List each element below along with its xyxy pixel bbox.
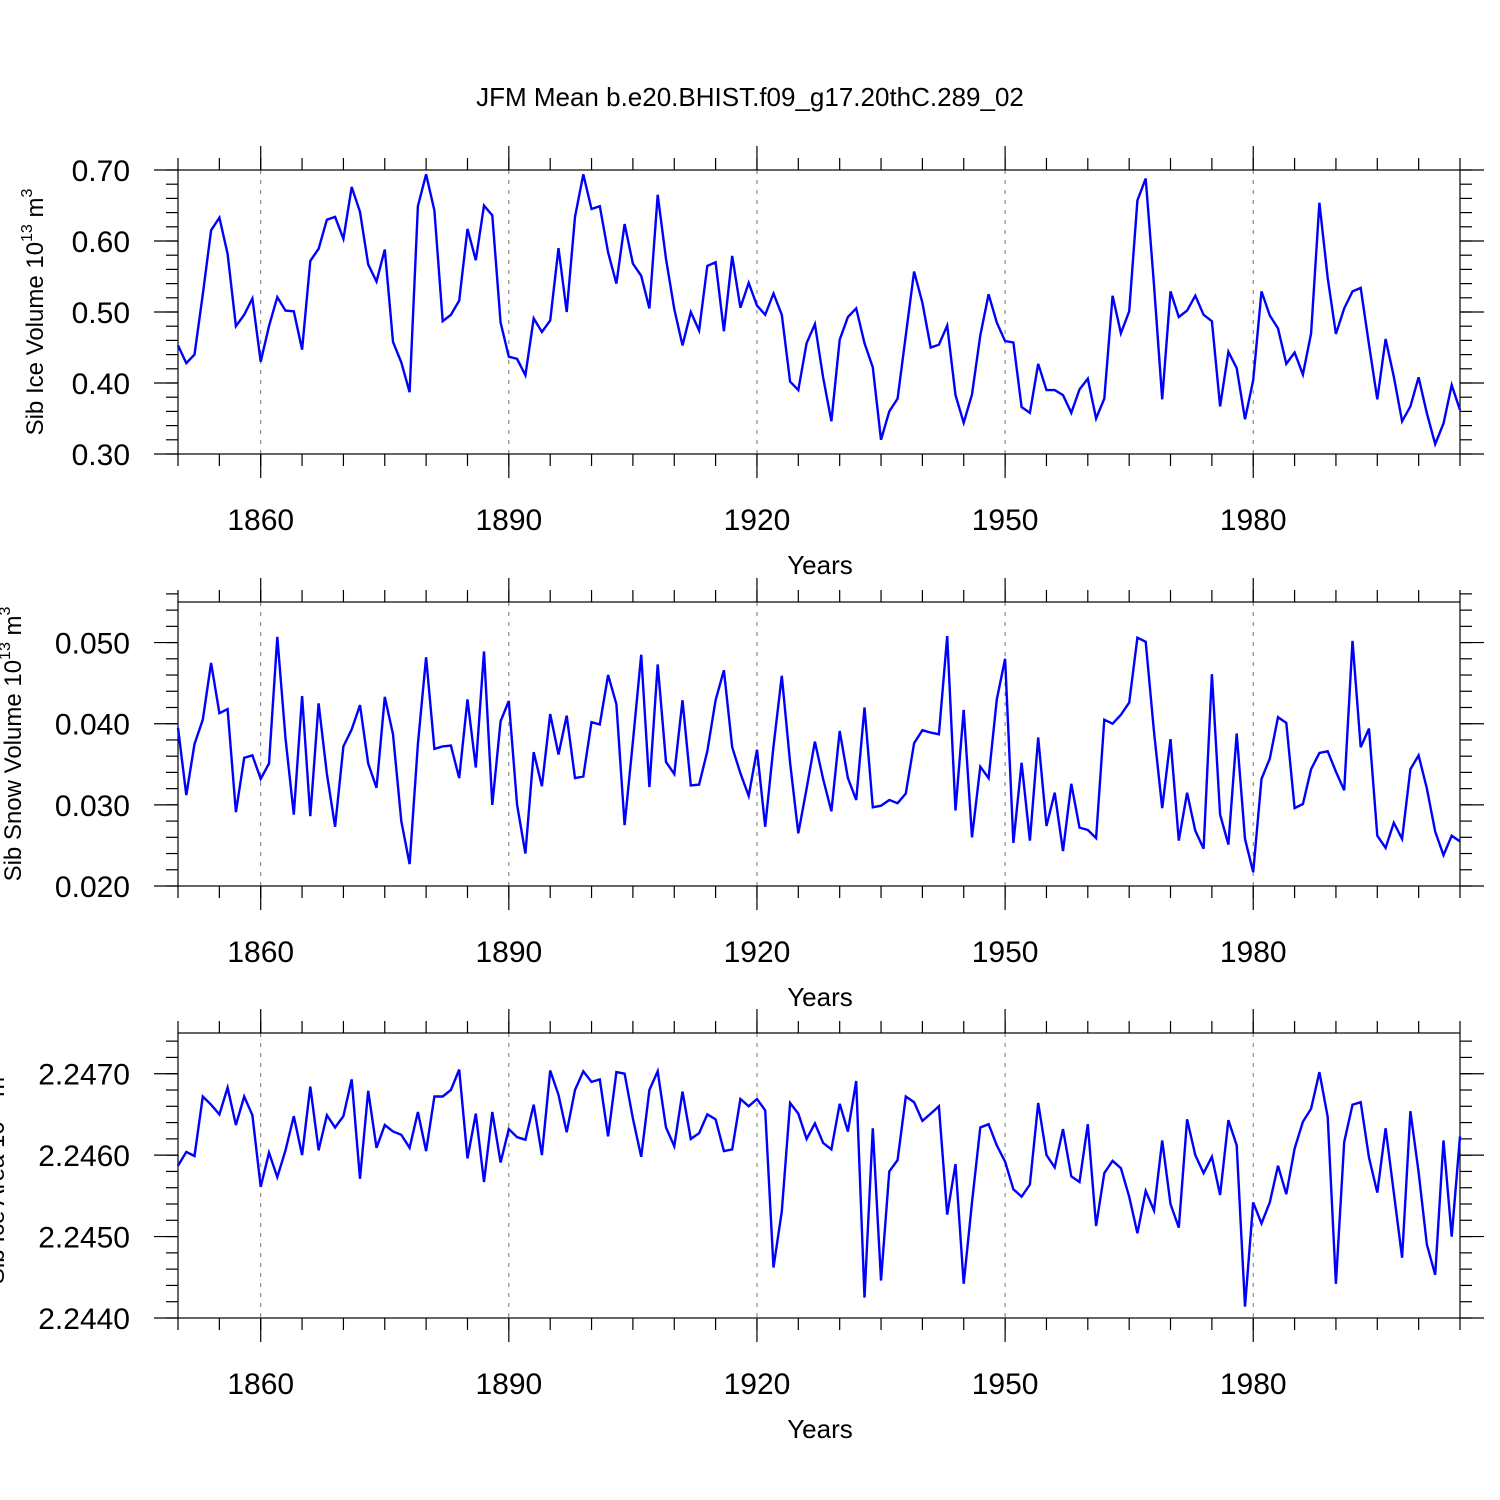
ice-area-plot-frame — [177, 1032, 1461, 1319]
ice-volume-x-tick-label: 1890 — [475, 504, 542, 537]
ice-area-x-tick-label: 1860 — [227, 1368, 294, 1401]
ice-volume-ylabel-main: Sib Ice Volume 10 — [22, 242, 49, 435]
ice-volume-y-tick-label: 0.70 — [72, 155, 130, 188]
ice-area-ylabel-main: Sib Ice Area 10 — [0, 1121, 10, 1284]
ice-volume-plot-frame — [177, 169, 1461, 455]
snow-volume-x-tick-label: 1920 — [724, 936, 791, 969]
ice-volume-y-axis-label: Sib Ice Volume 1013 m3 — [19, 188, 49, 435]
ice-area-x-tick-label: 1890 — [475, 1368, 542, 1401]
snow-volume-plot-frame — [177, 601, 1461, 887]
ice-area-ylabel-unit: m — [0, 1077, 10, 1104]
ice-volume-series-line — [176, 174, 1462, 448]
chart-title: JFM Mean b.e20.BHIST.f09_g17.20thC.289_0… — [476, 82, 1024, 112]
ice-volume-y-tick-label: 0.60 — [72, 226, 130, 259]
ice-volume-x-tick-label: 1950 — [972, 504, 1039, 537]
snow-volume-ylabel-exp: 13 — [0, 642, 14, 660]
snow-volume-x-tick-label: 1860 — [227, 936, 294, 969]
panel-ice-area: 1860 1890 1920 1950 1980 2.2440 2.2450 2.2460 2.… — [0, 1009, 1484, 1444]
ice-area-y-tick-label: 2.2470 — [38, 1059, 130, 1092]
ice-area-x-axis-label: Years — [787, 1414, 853, 1444]
snow-volume-y-tick-label: 0.030 — [55, 790, 130, 823]
ice-volume-x-axis-label: Years — [787, 550, 853, 580]
snow-volume-marks: 1860 1890 1920 1950 1980 0.020 0.030 0.040 0.050 — [55, 578, 1484, 969]
snow-volume-x-axis-label: Years — [787, 982, 853, 1012]
ice-area-y-axis-label: Sib Ice Area 1012 m2 — [0, 1068, 10, 1284]
snow-volume-x-tick-label: 1950 — [972, 936, 1039, 969]
snow-volume-y-axis-label: Sib Snow Volume 1013 m3 — [0, 606, 27, 881]
ice-area-y-tick-label: 2.2460 — [38, 1140, 130, 1173]
snow-volume-ylabel-main: Sib Snow Volume 10 — [0, 660, 27, 881]
ice-volume-y-tick-label: 0.50 — [72, 297, 130, 330]
snow-volume-y-tick-label: 0.040 — [55, 709, 130, 742]
snow-volume-x-tick-label: 1980 — [1220, 936, 1287, 969]
snow-volume-x-tick-label: 1890 — [475, 936, 542, 969]
snow-volume-y-tick-label: 0.050 — [55, 628, 130, 661]
ice-volume-ylabel-unit-exp: 3 — [19, 188, 36, 197]
snow-volume-ylabel-unit: m — [0, 615, 27, 642]
ice-area-series-line — [176, 1067, 1462, 1307]
ice-volume-marks: 1860 1890 1920 1950 1980 0.30 0.40 0.50 0.60 0.70 — [72, 146, 1484, 537]
ice-volume-x-tick-label: 1920 — [724, 504, 791, 537]
ice-volume-x-tick-label: 1860 — [227, 504, 294, 537]
snow-volume-series-line — [176, 635, 1461, 873]
ice-volume-ylabel-exp: 13 — [19, 224, 36, 242]
ice-volume-y-tick-label: 0.40 — [72, 368, 130, 401]
ice-area-y-tick-label: 2.2450 — [38, 1222, 130, 1255]
ice-volume-ylabel-unit: m — [22, 197, 49, 224]
panel-ice-volume: 1860 1890 1920 1950 1980 0.30 0.40 0.50 0.60 0.70… — [19, 146, 1484, 580]
ice-area-y-tick-label: 2.2440 — [38, 1303, 130, 1336]
snow-volume-y-tick-label: 0.020 — [55, 871, 130, 904]
ice-area-x-tick-label: 1920 — [724, 1368, 791, 1401]
ice-area-x-tick-label: 1980 — [1220, 1368, 1287, 1401]
panel-snow-volume: 1860 1890 1920 1950 1980 0.020 0.030 0.040 0.050… — [0, 578, 1484, 1012]
ice-area-x-tick-label: 1950 — [972, 1368, 1039, 1401]
ice-area-marks: 1860 1890 1920 1950 1980 2.2440 2.2450 2.2460 2.… — [38, 1009, 1484, 1401]
snow-volume-ylabel-unit-exp: 3 — [0, 606, 14, 615]
ice-volume-x-tick-label: 1980 — [1220, 504, 1287, 537]
ice-volume-y-tick-label: 0.30 — [72, 439, 130, 472]
